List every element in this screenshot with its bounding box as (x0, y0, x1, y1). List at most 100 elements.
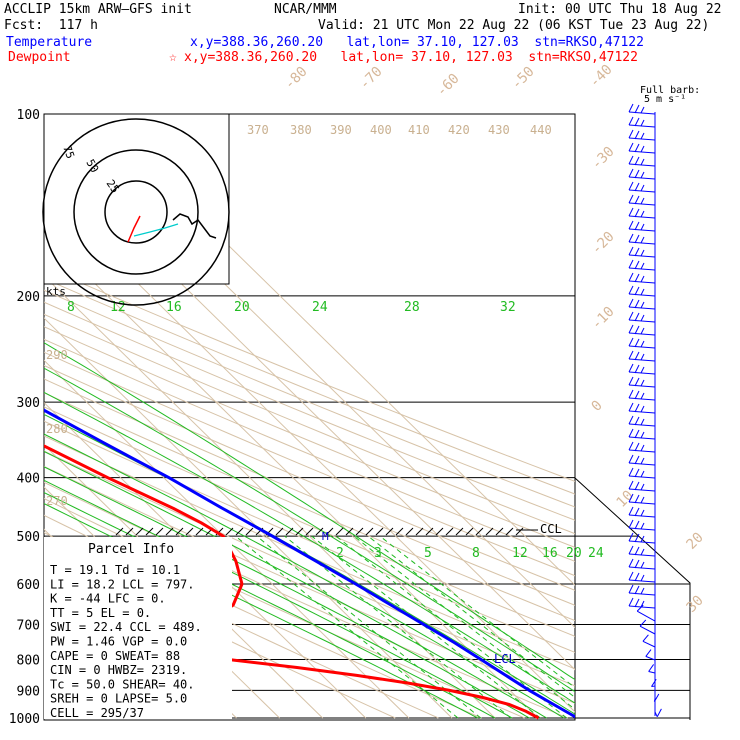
mixing-ratio-label: 2 (336, 546, 344, 561)
barb-flag (640, 561, 645, 569)
barb-shaft (628, 111, 656, 115)
hatch-mark (175, 527, 184, 536)
pressure-tick-label: 300 (17, 396, 40, 411)
hodograph-unit: kts (46, 285, 66, 298)
wind-barb (628, 129, 656, 141)
pressure-tick-label: 900 (17, 684, 40, 699)
barb-flag (640, 496, 645, 504)
wind-barb (628, 532, 656, 544)
barb-flag (628, 207, 634, 217)
dry-adiabat-line (44, 266, 575, 482)
hatch-mark (485, 527, 494, 536)
init-time: Init: 00 UTC Thu 18 Aug 22 (518, 2, 722, 17)
pressure-tick-label: 200 (17, 290, 40, 305)
barb-shaft (628, 527, 656, 531)
barb-flag (628, 324, 634, 334)
barb-shaft (628, 280, 656, 284)
hatch-mark (125, 527, 134, 536)
dry-adiabat-line (44, 289, 575, 508)
barb-flag (628, 480, 634, 490)
barb-flag (628, 246, 634, 256)
barb-flag (640, 236, 645, 244)
barb-flag (634, 143, 640, 153)
barb-flag (634, 507, 640, 517)
hatch-mark (455, 527, 464, 536)
barb-flag (640, 327, 645, 335)
lcl-label: LCL (494, 652, 516, 666)
barb-flag (640, 483, 645, 491)
barb-flag (628, 168, 634, 178)
parcel-info-row: CIN = 0 HWBZ= 2319. (50, 663, 187, 677)
hatch-mark (345, 527, 354, 536)
barb-flag (628, 389, 634, 399)
wind-barb (654, 708, 662, 717)
barb-shaft (628, 514, 656, 518)
theta-e-label: 20 (234, 300, 250, 315)
isotherm-label: -60 (434, 71, 463, 100)
barb-shaft (628, 501, 656, 505)
hatch-mark (335, 527, 344, 536)
isotherm-label: -10 (589, 304, 618, 333)
isentrope-label: 400 (370, 123, 392, 137)
barb-shaft (642, 640, 656, 648)
wind-barb (628, 363, 656, 375)
isotherm-line (44, 317, 453, 719)
barb-shaft (628, 332, 656, 336)
barb-flag (634, 273, 640, 283)
barb-flag (640, 210, 645, 218)
wind-barb (628, 506, 656, 518)
barb-flag (628, 220, 634, 230)
parcel-info-row: SWI = 22.4 CCL = 489. (50, 620, 202, 634)
barb-flag (628, 597, 634, 607)
parcel-info-row: K = -44 LFC = 0. (50, 592, 166, 606)
mixing-ratio-label: 20 (566, 546, 582, 561)
wind-barb (628, 558, 656, 570)
hatch-mark (285, 527, 294, 536)
wind-barb (628, 155, 656, 167)
barb-flag (628, 532, 634, 542)
theta-e-label: 24 (312, 300, 328, 315)
dry-adiabat-line (44, 364, 575, 591)
hatch-mark (415, 527, 424, 536)
mixing-ratio-line (256, 535, 482, 719)
dry-adiabat-line (44, 392, 575, 622)
barb-flag (634, 390, 640, 400)
wind-barb (628, 116, 656, 128)
barb-flag (634, 221, 640, 231)
barb-flag (640, 548, 645, 556)
isentrope-label: 380 (290, 123, 312, 137)
isentrope-label: 410 (408, 123, 430, 137)
barb-flag (640, 262, 645, 270)
barb-flag (634, 104, 640, 114)
wind-barb (628, 402, 656, 414)
dry-adiabat-line (44, 378, 575, 606)
wind-barb (628, 259, 656, 271)
barb-flag (640, 288, 645, 296)
source-label: NCAR/MMM (274, 2, 337, 17)
hatch-mark (465, 527, 474, 536)
barb-flag (640, 600, 645, 608)
mixing-ratio-label: 5 (424, 546, 432, 561)
isentrope-label: 370 (247, 123, 269, 137)
dry-adiabat-line (44, 277, 575, 495)
wind-barb (628, 480, 656, 492)
isentrope-label: 420 (448, 123, 470, 137)
hatch-mark (405, 527, 414, 536)
barb-flag (628, 285, 634, 295)
barb-flag (640, 314, 645, 322)
wind-barb (628, 298, 656, 310)
pressure-tick-label: 400 (17, 472, 40, 487)
wind-barb (628, 207, 656, 219)
barb-key-title: Full barb: (640, 85, 701, 96)
barb-flag (628, 350, 634, 360)
parcel-info-row: LI = 18.2 LCL = 797. (50, 577, 195, 591)
barb-shaft (628, 410, 656, 414)
temperature-location: x,y=388.36,260.20 lat,lon= 37.10, 127.03… (190, 35, 644, 50)
isotherm-label: -50 (509, 64, 538, 93)
barb-flag (634, 247, 640, 257)
barb-flag (640, 145, 645, 153)
barb-flag (628, 584, 634, 594)
barb-flag (648, 664, 655, 672)
barb-flag (645, 649, 652, 657)
barb-flag (628, 259, 634, 269)
